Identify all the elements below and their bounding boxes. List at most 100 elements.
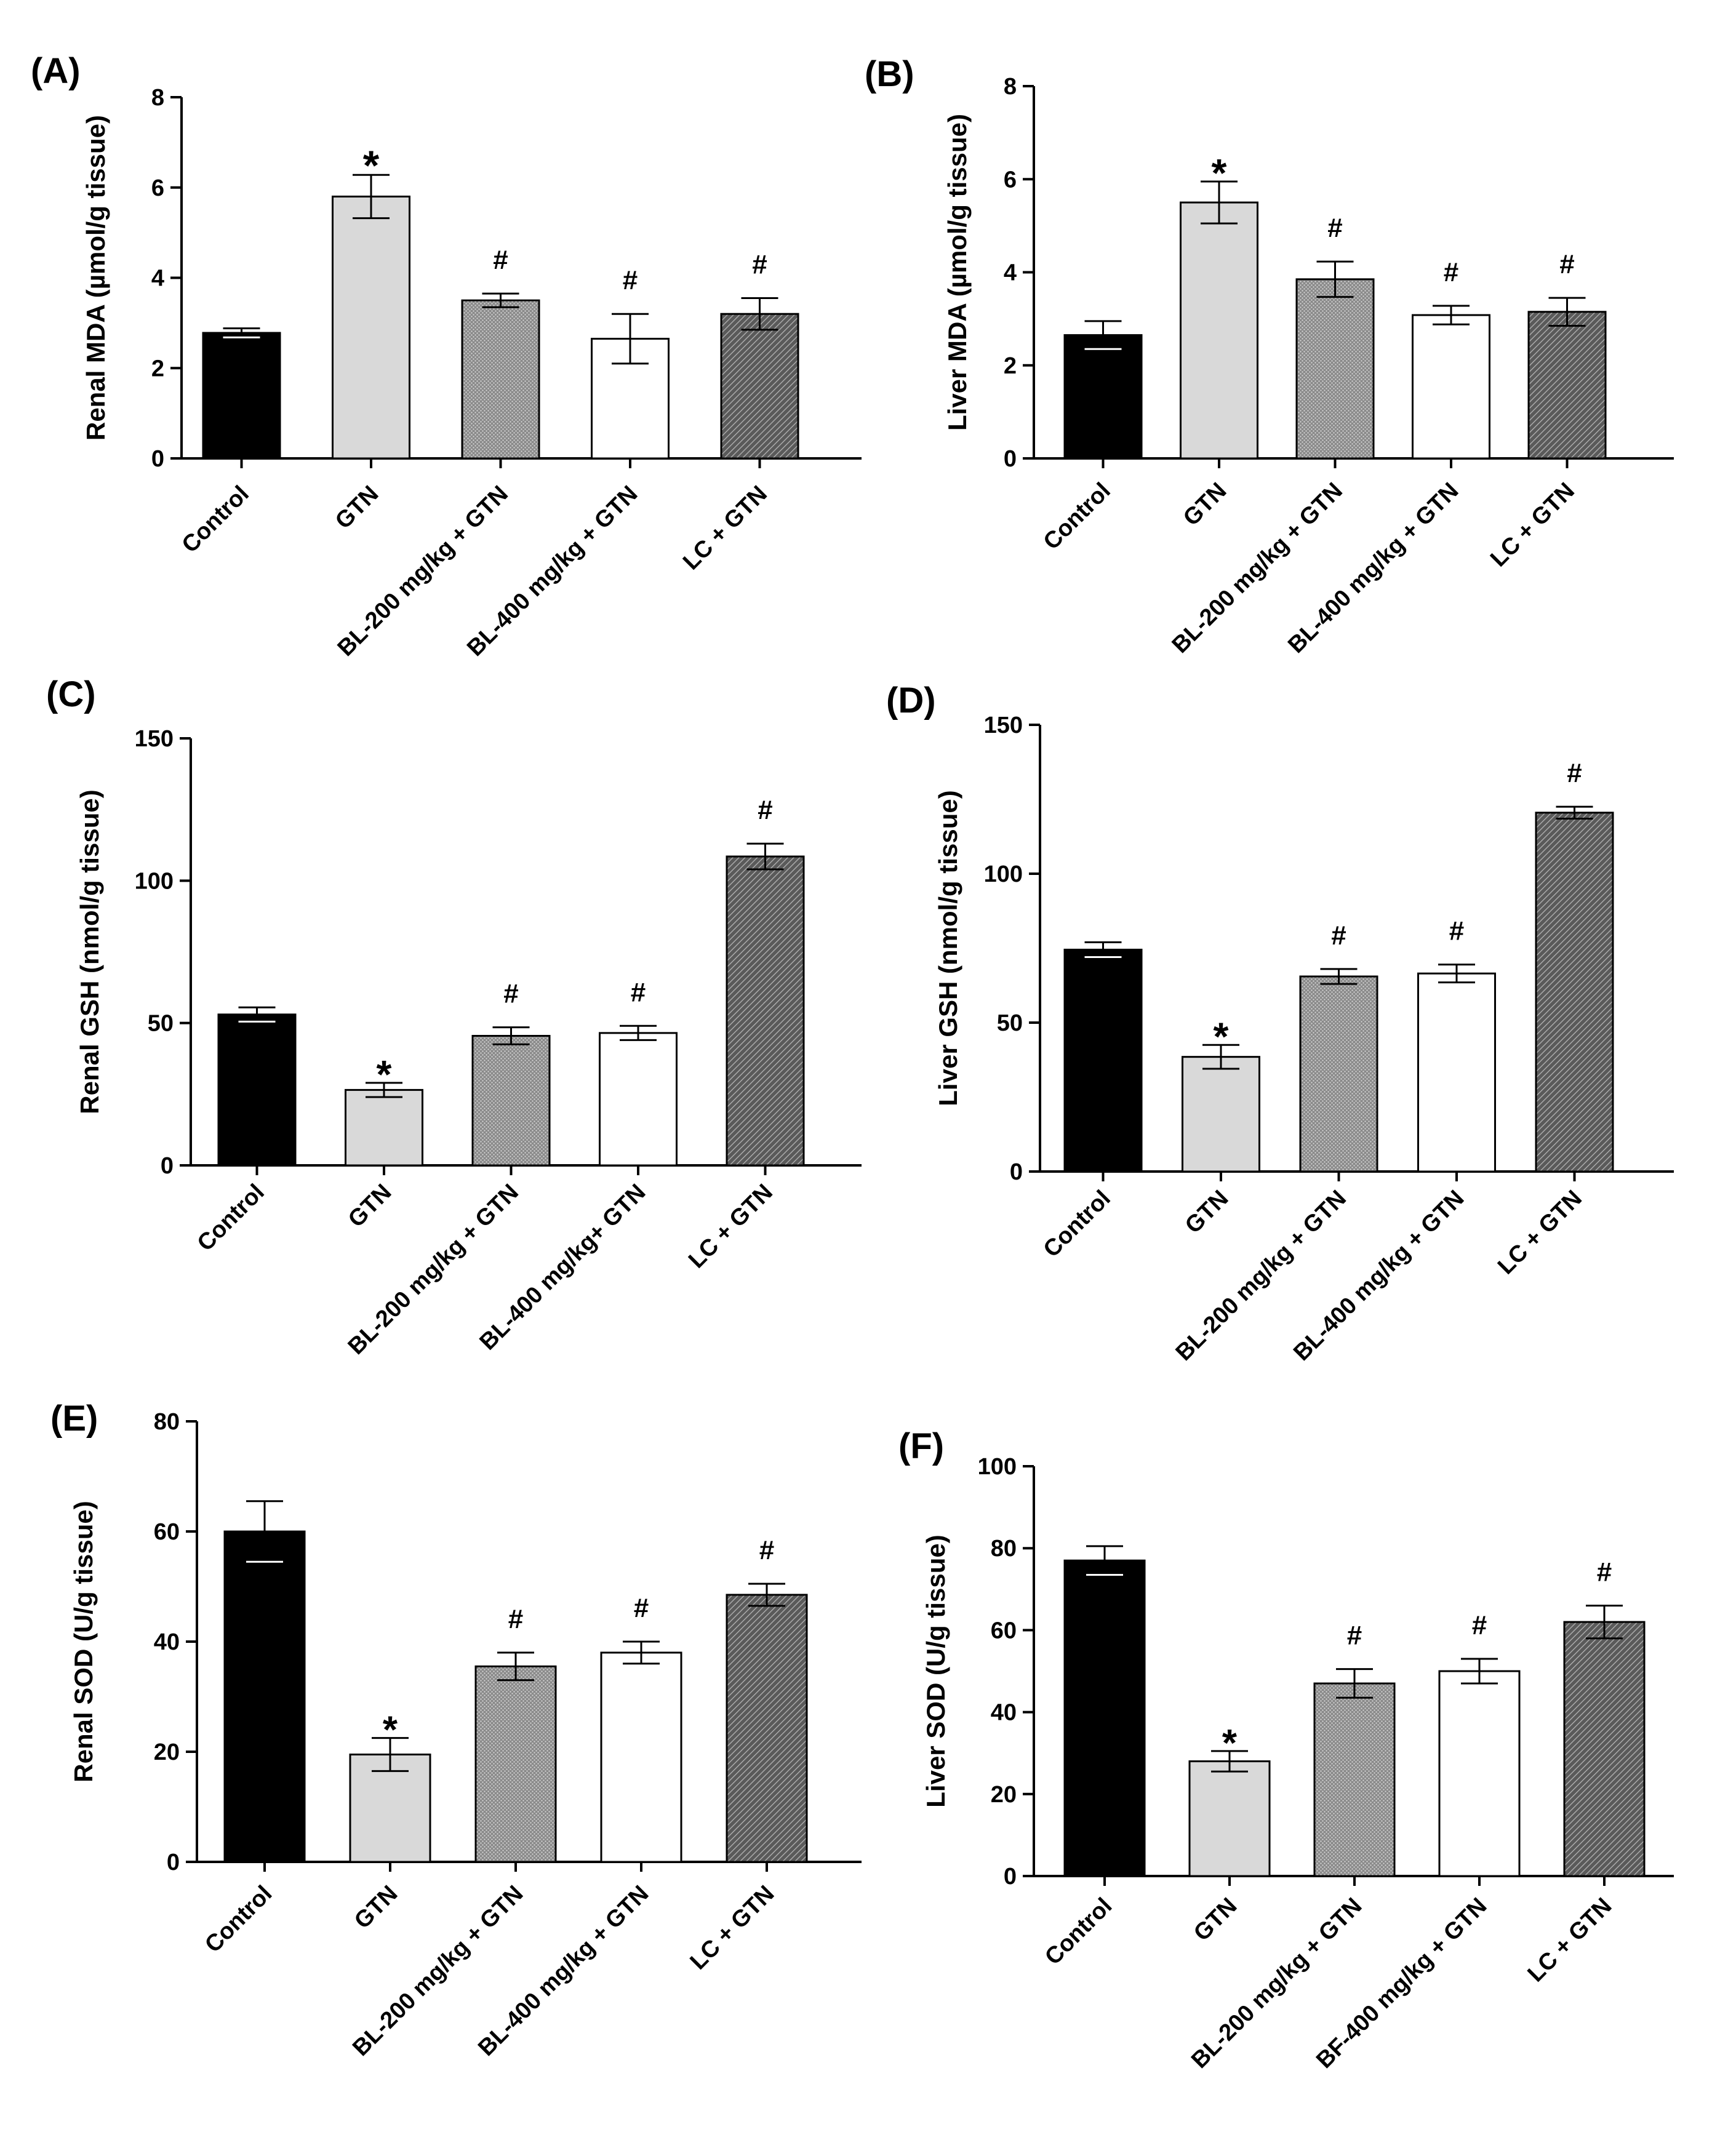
y-axis-title: Renal MDA (µmol/g tissue) [81,115,110,441]
category-label: LC + GTN [1486,478,1580,572]
significance-hash: # [493,245,508,275]
category-label: Control [1039,1186,1116,1263]
significance-hash: # [759,1535,774,1565]
bar-light [1182,1056,1260,1173]
bar-dots [1295,278,1375,460]
significance-hash: # [1331,920,1346,951]
panel-label: (B) [865,54,914,94]
bar-hatch [1527,311,1607,460]
category-label: GTN [1189,1893,1242,1946]
bar-solid [217,1013,297,1167]
y-tick-label: 60 [991,1618,1017,1643]
category-label: Control [1039,478,1116,555]
chart-panel: (F) 0 20 40 60 80 100 Liver SOD (U/g tissue) Con… [898,1426,1674,2074]
y-tick-label: 6 [1004,167,1017,193]
bar-white [1438,1670,1521,1877]
bar-white [1417,972,1496,1173]
significance-hash: # [1559,249,1574,279]
category-label: GTN [1178,478,1231,531]
significance-hash: # [1567,758,1582,788]
bar-hatch [1535,812,1614,1173]
bar-light [345,1088,423,1167]
bar-hatch [720,313,799,460]
category-label: GTN [343,1180,396,1232]
y-tick-label: 0 [1010,1159,1023,1185]
y-tick-label: 0 [151,446,164,472]
bar-light [1180,201,1258,460]
chart-panel: (B) 0 2 4 6 8 Liver MDA (µmol/g tissue) Control… [865,54,1674,658]
y-tick-label: 2 [151,356,164,381]
chart-panel: (C) 0 50 100 150 Renal GSH (nmol/g tissue) Con… [46,674,862,1360]
chart-panel: (D) 0 50 100 150 Liver GSH (nmol/g tissue) Con… [886,681,1674,1366]
bar-light [332,195,410,460]
bar-dots [461,299,540,460]
bar-white [1412,314,1490,460]
y-tick-label: 150 [135,726,174,752]
y-axis-title: Renal GSH (nmol/g tissue) [75,789,104,1114]
panel-label: (C) [46,674,96,714]
category-label: LC + GTN [684,1180,778,1274]
bar-dots [1313,1682,1396,1877]
significance-hash: # [623,265,638,295]
bar-white [599,1032,678,1167]
y-tick-label: 50 [997,1010,1023,1036]
significance-hash: # [503,979,518,1009]
significance-hash: # [634,1593,649,1623]
category-label: LC + GTN [685,1881,779,1975]
significance-hash: # [631,977,646,1007]
y-axis-title: Liver SOD (U/g tissue) [921,1535,950,1807]
significance-star: * [363,142,380,189]
y-tick-label: 100 [135,868,174,894]
y-tick-label: 100 [984,861,1023,887]
panel-label: (D) [886,681,936,721]
category-label: Control [200,1881,277,1958]
y-tick-label: 100 [978,1454,1017,1480]
significance-hash: # [752,250,767,280]
bar-hatch [1563,1621,1646,1877]
chart-panel: (A) 0 2 4 6 8 Renal MDA (µmol/g tissue) Control… [31,51,862,661]
significance-star: * [1212,151,1227,195]
y-tick-label: 40 [991,1700,1017,1726]
category-label: Control [193,1180,270,1256]
y-tick-label: 20 [154,1739,180,1765]
category-label: LC + GTN [1493,1186,1587,1280]
bar-solid [1063,334,1143,460]
category-label: GTN [350,1881,402,1934]
y-tick-label: 4 [1004,260,1017,286]
bar-hatch [726,855,805,1167]
y-tick-label: 8 [1004,74,1017,100]
y-tick-label: 80 [991,1536,1017,1562]
significance-star: * [1214,1014,1229,1058]
y-tick-label: 60 [154,1519,180,1545]
panel-label: (A) [31,51,81,91]
significance-hash: # [1472,1610,1487,1640]
category-label: GTN [330,481,383,534]
bar-light [1188,1760,1271,1877]
y-tick-label: 80 [154,1409,180,1435]
y-axis-title: Renal SOD (U/g tissue) [69,1501,98,1782]
bar-hatch [726,1594,808,1863]
significance-hash: # [1444,257,1458,287]
y-axis-title: Liver GSH (nmol/g tissue) [934,790,962,1106]
significance-hash: # [758,795,772,825]
y-tick-label: 20 [991,1782,1017,1808]
y-tick-label: 0 [161,1153,174,1179]
bar-solid [1063,1559,1146,1877]
y-tick-label: 40 [154,1629,180,1655]
panel-label: (E) [50,1399,98,1439]
bar-dots [471,1034,551,1167]
category-label: Control [177,481,254,558]
bar-solid [223,1530,306,1863]
y-tick-label: 0 [167,1850,180,1875]
y-tick-label: 150 [984,713,1023,738]
y-tick-label: 0 [1004,446,1017,472]
bar-solid [202,332,281,460]
significance-star: * [1222,1722,1238,1765]
y-tick-label: 4 [151,266,164,292]
category-label: Control [1040,1893,1117,1970]
significance-hash: # [1347,1621,1362,1651]
y-tick-label: 2 [1004,353,1017,379]
chart-panel: (E) 0 20 40 60 80 Renal SOD (U/g tissue) Contro… [50,1399,862,2061]
y-tick-label: 50 [148,1011,174,1037]
